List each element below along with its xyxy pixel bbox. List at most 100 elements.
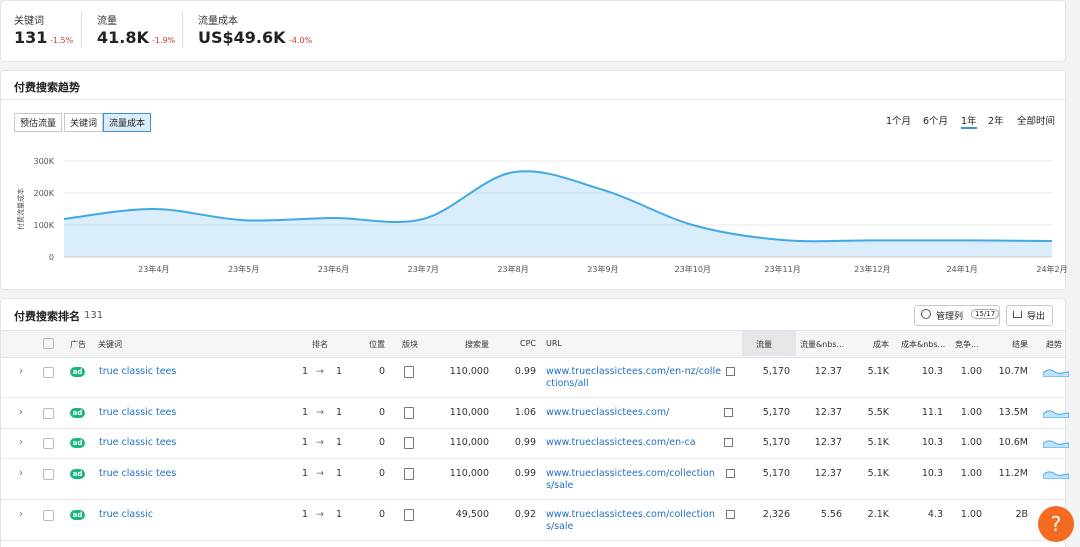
x-tick-label: 23年6月: [318, 264, 349, 274]
traffic-pct: 12.37: [814, 468, 842, 479]
cost: 5.1K: [867, 366, 889, 377]
ad-badge: ad: [70, 469, 85, 479]
y-tick-label: 100K: [33, 221, 54, 230]
url[interactable]: www.trueclassictees.com/collections/sale: [546, 468, 715, 491]
divider: [1, 99, 1065, 100]
column-header: URL: [546, 339, 562, 348]
position: 0: [379, 509, 386, 520]
keyword[interactable]: true classic tees: [99, 406, 177, 418]
button-frame[interactable]: [1006, 305, 1053, 326]
metric-label: 流量: [97, 16, 117, 27]
x-tick-label: 23年9月: [587, 264, 618, 274]
header-checkbox[interactable]: [43, 338, 54, 349]
block-icon: [404, 468, 414, 480]
x-tick-label: 24年2月: [1036, 264, 1067, 274]
keyword[interactable]: true classic tees: [99, 366, 177, 377]
tab-button[interactable]: 关键词: [64, 113, 104, 132]
sparkline: [1043, 409, 1069, 418]
row-checkbox[interactable]: [43, 469, 54, 480]
tab-button[interactable]: 流量成本: [103, 113, 152, 132]
column-header: 广告: [70, 340, 86, 349]
row-checkbox[interactable]: [43, 367, 54, 378]
cpc: 0.99: [514, 366, 536, 377]
rank-from: 1: [302, 509, 309, 520]
cost-pct: 4.3: [927, 509, 943, 520]
rank-from: 1: [302, 406, 309, 418]
trend-sparkline: [1043, 409, 1069, 418]
traffic: 2,326: [762, 509, 790, 520]
help-button[interactable]: ?: [1038, 506, 1074, 542]
sparkline: [1043, 369, 1069, 377]
column-header: 竞争...: [955, 340, 979, 349]
results: 2B: [1015, 509, 1028, 520]
trend-card: [0, 70, 1066, 290]
rank-to: 1: [336, 366, 343, 377]
cost-pct: 11.1: [921, 406, 943, 418]
sorted-column: [742, 330, 796, 356]
url[interactable]: www.trueclassictees.com/collections/sale: [546, 509, 715, 532]
traffic: 5,170: [762, 406, 790, 418]
y-axis-title: 付费流量成本: [16, 188, 25, 230]
column-header: 流量&nbs...: [800, 340, 845, 349]
expand-arrow[interactable]: ›: [19, 366, 23, 377]
volume: 49,500: [455, 509, 489, 520]
ad-badge: ad: [70, 407, 85, 418]
expand-arrow[interactable]: ›: [19, 406, 23, 418]
url[interactable]: www.trueclassictees.com/en-ca: [546, 437, 696, 448]
range-option[interactable]: 1年: [961, 113, 977, 129]
volume: 110,000: [449, 468, 489, 479]
url[interactable]: www.trueclassictees.com/: [546, 406, 670, 418]
export-icon: [1013, 311, 1022, 318]
metric-value: 41.8K: [97, 28, 149, 47]
sparkline: [1043, 471, 1069, 479]
divider: [81, 12, 82, 48]
button-frame[interactable]: [914, 305, 1000, 326]
column-header: 关键词: [98, 340, 122, 349]
url[interactable]: www.trueclassictees.com/en-nz/collection…: [546, 366, 721, 389]
card-title: 付费搜索排名: [14, 310, 80, 323]
row-checkbox[interactable]: [43, 407, 54, 419]
range-option[interactable]: 全部时间: [1017, 116, 1056, 127]
block-icon: [404, 406, 414, 419]
manage-button: 管理列: [936, 312, 964, 322]
range-option[interactable]: 6个月: [923, 116, 949, 127]
row-checkbox[interactable]: [43, 510, 54, 521]
range-option[interactable]: 2年: [988, 116, 1004, 127]
column-header: 排名: [312, 340, 328, 349]
sparkline: [1043, 440, 1069, 448]
keyword[interactable]: true classic tees: [99, 437, 177, 448]
row-divider: [0, 499, 1066, 500]
arrow: →: [316, 468, 324, 479]
expand-arrow[interactable]: ›: [19, 468, 23, 479]
tab-button[interactable]: 预估流量: [14, 113, 63, 132]
results: 10.6M: [998, 437, 1028, 448]
competition: 1.00: [960, 366, 982, 377]
keyword[interactable]: true classic: [99, 509, 153, 520]
arrow: →: [316, 509, 324, 520]
external-link-icon: [724, 407, 733, 417]
trend-sparkline: [1043, 440, 1069, 448]
row-checkbox[interactable]: [43, 438, 54, 449]
arrow: →: [316, 437, 324, 448]
range-option[interactable]: 1个月: [886, 116, 912, 127]
trend-sparkline: [1043, 471, 1069, 479]
external-link-icon: [726, 367, 735, 376]
trend-sparkline: [1043, 369, 1069, 377]
keyword[interactable]: true classic tees: [99, 468, 177, 479]
line: [63, 170, 1053, 243]
competition: 1.00: [960, 468, 982, 479]
external-link-icon: [726, 469, 735, 478]
y-tick-label: 200K: [33, 189, 54, 198]
expand-arrow[interactable]: ›: [19, 437, 23, 448]
card-title: 付费搜索趋势: [14, 81, 80, 94]
traffic-pct: 12.37: [814, 437, 842, 448]
chart: 0 100K 200K 300K 付费流量成本 23年4月 23年5月 23年6月 23年7月 2…: [16, 157, 1068, 274]
column-header: 成本: [873, 340, 889, 349]
cost: 2.1K: [867, 509, 889, 520]
traffic-pct: 12.37: [814, 366, 842, 377]
column-header: 搜索量: [465, 340, 489, 349]
competition: 1.00: [960, 437, 982, 448]
expand-arrow[interactable]: ›: [19, 509, 23, 520]
volume: 110,000: [449, 437, 489, 448]
